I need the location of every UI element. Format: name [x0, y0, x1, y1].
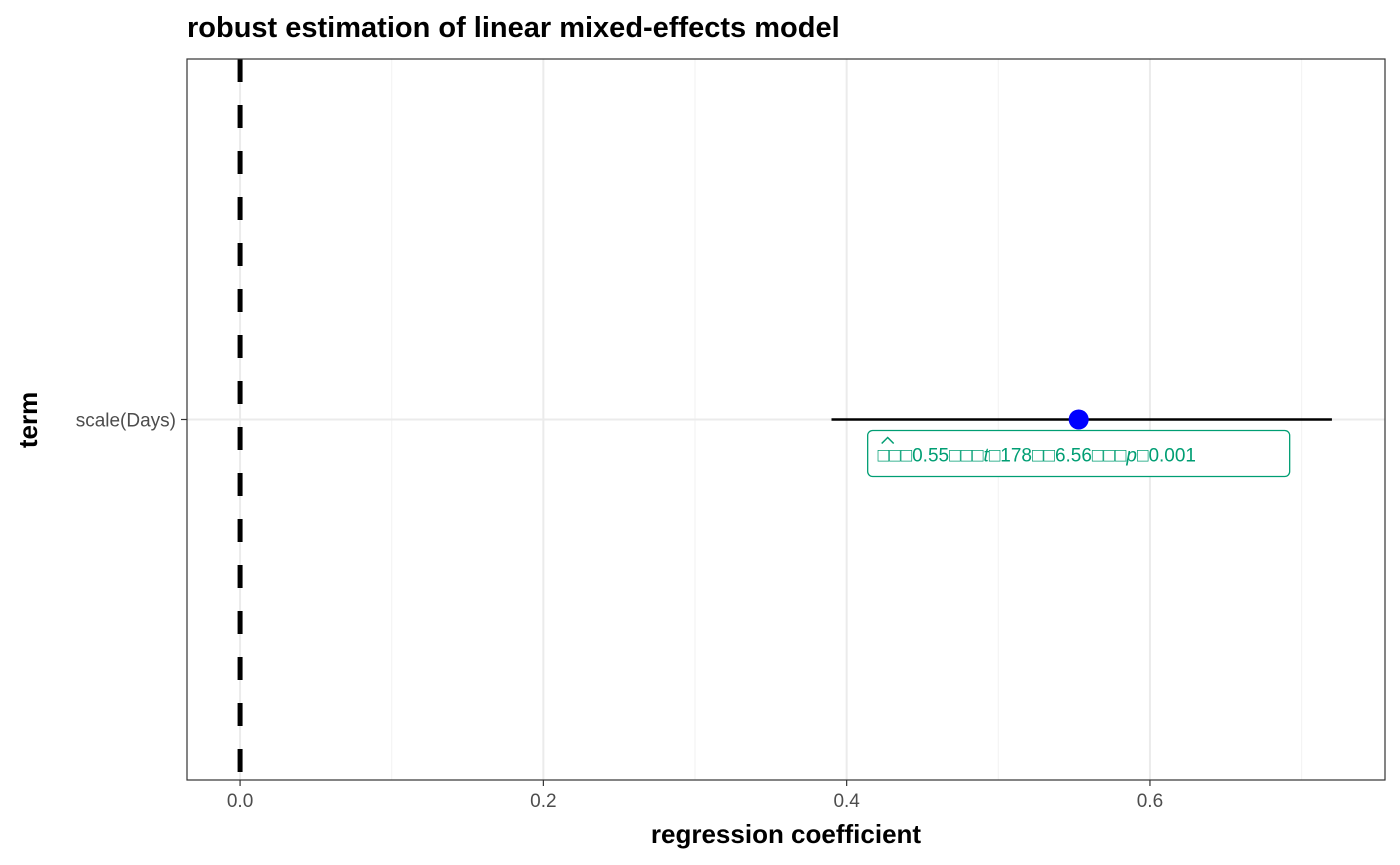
x-tick-label: 0.6 — [1137, 791, 1163, 812]
point-estimate — [1068, 409, 1089, 430]
stat-label-part: □ — [1137, 446, 1149, 467]
stat-label-part: □ — [1043, 446, 1055, 467]
stat-label-part: □ — [901, 446, 913, 467]
y-tick-label: scale(Days) — [76, 411, 176, 432]
stat-label-part: 0.55□□□ — [912, 446, 984, 467]
x-axis-title: regression coefficient — [651, 819, 922, 849]
stat-label-part: □□ — [878, 446, 901, 467]
stat-label-part: 6.56□□□ — [1055, 446, 1127, 467]
x-tick-label: 0.4 — [833, 791, 860, 812]
x-axis: 0.0 0.2 0.4 0.6 — [227, 780, 1163, 812]
data-marks: □□□0.55□□□t□178□□6.56□□□p□0.001 — [831, 409, 1332, 478]
chart-title: robust estimation of linear mixed-effect… — [187, 12, 840, 44]
x-tick-label: 0.0 — [227, 791, 253, 812]
y-axis-title: term — [13, 392, 43, 448]
stat-label-part: p — [1125, 446, 1137, 467]
stat-label-part: □178□ — [989, 446, 1044, 467]
hat-accent — [881, 436, 895, 445]
stat-label-text: □□□0.55□□□t□178□□6.56□□□p□0.001 — [878, 446, 1196, 467]
x-tick-label: 0.2 — [530, 791, 556, 812]
y-axis: scale(Days) — [76, 411, 187, 432]
stat-label-part: 0.001 — [1148, 446, 1196, 467]
stat-label-part: t — [984, 446, 990, 467]
plot-panel: □□□0.55□□□t□178□□6.56□□□p□0.001 — [186, 58, 1386, 781]
stat-label-box — [867, 429, 1291, 478]
